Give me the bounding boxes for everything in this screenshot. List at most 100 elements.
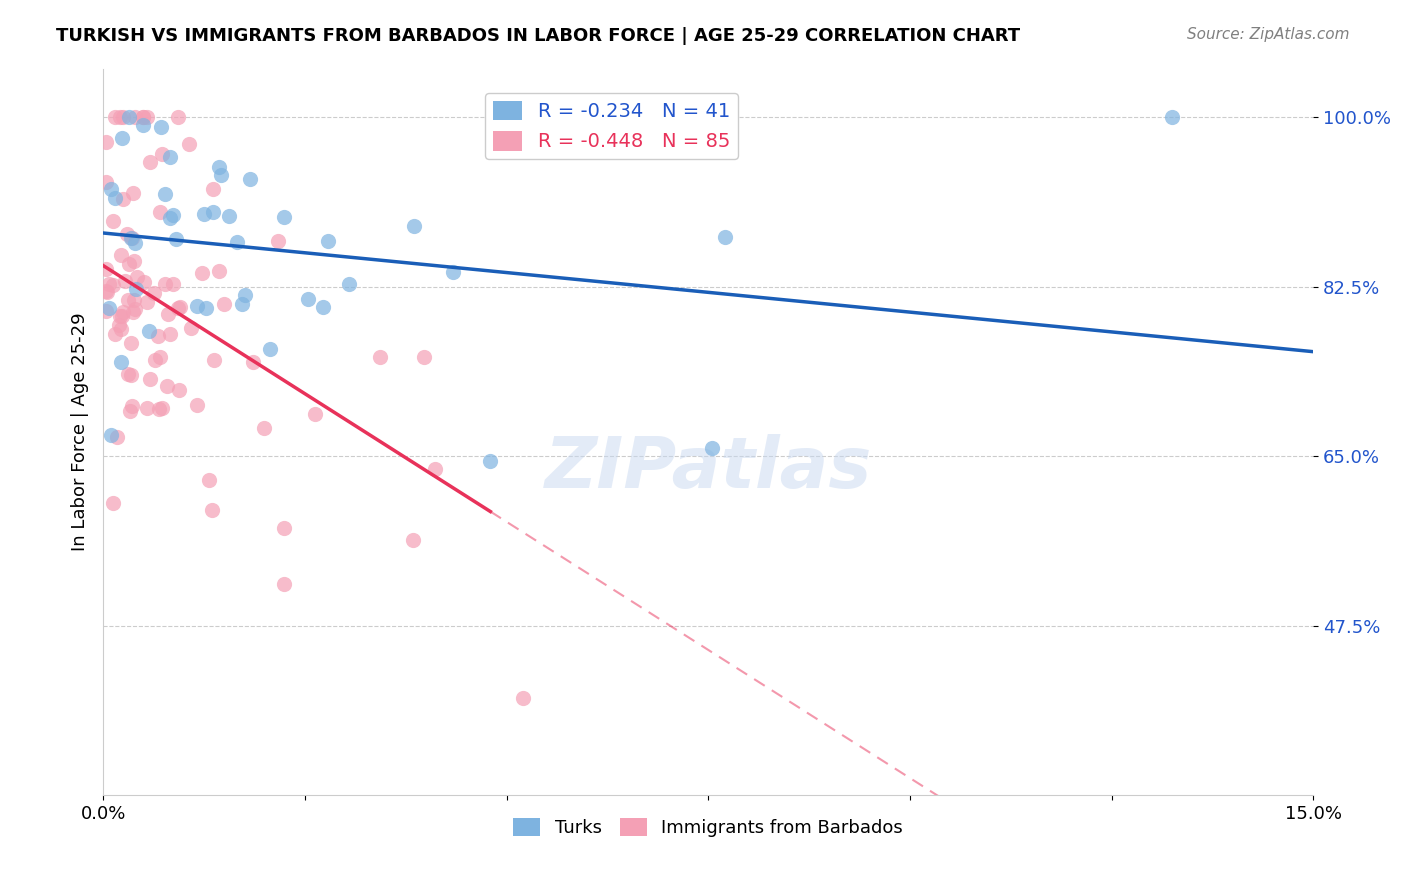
Point	[150, 401, 173, 416]
Point	[100, 182, 122, 196]
Point	[124, 110, 146, 124]
Point	[259, 342, 281, 356]
Point	[149, 350, 172, 364]
Point	[231, 297, 253, 311]
Point	[132, 110, 155, 124]
Point	[111, 304, 134, 318]
Point	[112, 110, 135, 124]
Point	[101, 496, 124, 510]
Point	[148, 401, 170, 416]
Point	[425, 462, 447, 476]
Point	[169, 300, 191, 314]
Point	[122, 304, 145, 318]
Point	[235, 288, 257, 302]
Point	[479, 454, 502, 468]
Point	[98, 301, 121, 316]
Point	[201, 503, 224, 517]
Point	[110, 355, 132, 369]
Point	[267, 234, 290, 248]
Point	[104, 110, 127, 124]
Point	[193, 206, 215, 220]
Point	[110, 130, 132, 145]
Point	[100, 427, 122, 442]
Point	[146, 329, 169, 343]
Point	[117, 293, 139, 307]
Point	[107, 318, 129, 332]
Point	[239, 171, 262, 186]
Point	[212, 297, 235, 311]
Point	[218, 209, 240, 223]
Point	[273, 577, 295, 591]
Point	[402, 533, 425, 547]
Point	[208, 264, 231, 278]
Point	[122, 293, 145, 308]
Point	[118, 404, 141, 418]
Point	[114, 274, 136, 288]
Point	[139, 372, 162, 386]
Point	[169, 383, 191, 397]
Text: ZIPatlas: ZIPatlas	[544, 434, 872, 503]
Point	[186, 299, 208, 313]
Point	[125, 269, 148, 284]
Point	[96, 285, 118, 300]
Point	[132, 110, 155, 124]
Point	[110, 309, 132, 323]
Point	[120, 368, 142, 382]
Point	[120, 335, 142, 350]
Y-axis label: In Labor Force | Age 25-29: In Labor Force | Age 25-29	[72, 313, 89, 551]
Point	[208, 161, 231, 175]
Point	[94, 284, 117, 298]
Point	[103, 191, 125, 205]
Point	[191, 266, 214, 280]
Point	[136, 401, 159, 415]
Point	[273, 211, 295, 225]
Point	[149, 120, 172, 134]
Point	[139, 155, 162, 169]
Point	[225, 235, 247, 249]
Point	[337, 277, 360, 292]
Point	[159, 150, 181, 164]
Point	[202, 353, 225, 368]
Point	[180, 321, 202, 335]
Legend: Turks, Immigrants from Barbados: Turks, Immigrants from Barbados	[506, 811, 910, 845]
Point	[101, 214, 124, 228]
Point	[304, 407, 326, 421]
Point	[312, 300, 335, 314]
Point	[186, 398, 208, 412]
Point	[202, 182, 225, 196]
Point	[198, 473, 221, 487]
Point	[120, 230, 142, 244]
Point	[136, 295, 159, 310]
Point	[148, 205, 170, 219]
Point	[166, 232, 188, 246]
Point	[110, 322, 132, 336]
Point	[413, 350, 436, 364]
Point	[202, 205, 225, 219]
Point	[121, 400, 143, 414]
Point	[105, 430, 128, 444]
Point	[159, 211, 181, 226]
Point	[156, 307, 179, 321]
Point	[98, 277, 121, 291]
Point	[253, 421, 276, 435]
Point	[194, 301, 217, 315]
Point	[94, 303, 117, 318]
Point	[134, 276, 156, 290]
Point	[273, 521, 295, 535]
Point	[110, 248, 132, 262]
Point	[124, 235, 146, 250]
Point	[441, 265, 464, 279]
Point	[132, 118, 155, 132]
Text: Source: ZipAtlas.com: Source: ZipAtlas.com	[1187, 27, 1350, 42]
Point	[138, 324, 160, 338]
Point	[111, 310, 134, 324]
Point	[118, 110, 141, 124]
Point	[142, 285, 165, 300]
Point	[155, 277, 177, 292]
Point	[117, 367, 139, 381]
Point	[156, 379, 179, 393]
Text: TURKISH VS IMMIGRANTS FROM BARBADOS IN LABOR FORCE | AGE 25-29 CORRELATION CHART: TURKISH VS IMMIGRANTS FROM BARBADOS IN L…	[56, 27, 1021, 45]
Point	[297, 292, 319, 306]
Point	[111, 192, 134, 206]
Point	[162, 277, 184, 292]
